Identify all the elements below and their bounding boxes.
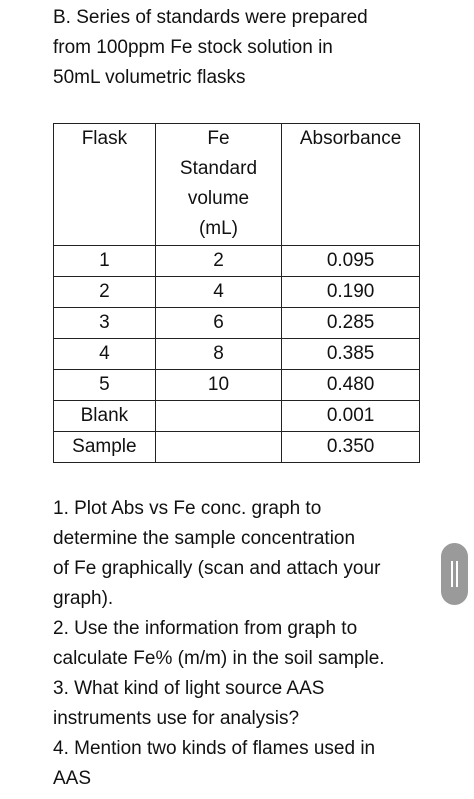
cell-text: 1	[99, 250, 110, 271]
cell-text: Sample	[72, 436, 137, 457]
table-cell: 0.095	[281, 245, 420, 277]
header-text: Standard	[179, 158, 258, 179]
header-cell: Absorbance	[281, 123, 420, 246]
table-cell: 0.001	[281, 400, 420, 432]
cell-text: 0.480	[326, 374, 375, 395]
cell-text: 0.285	[326, 312, 375, 333]
question-line: 3. What kind of light source AAS	[53, 678, 325, 699]
intro-line: B. Series of standards were prepared	[53, 7, 368, 28]
header-cell: Fe Standard volume (mL)	[154, 123, 283, 246]
question-line: 1. Plot Abs vs Fe conc. graph to	[53, 498, 322, 519]
cell-text: Blank	[80, 405, 129, 426]
question-line: graph).	[53, 588, 114, 609]
table-cell: 0.480	[281, 369, 420, 401]
table-cell: 0.385	[281, 338, 420, 370]
table-cell: 4	[154, 276, 283, 308]
cell-text: 0.385	[326, 343, 375, 364]
cell-text: 6	[213, 312, 224, 333]
question-line: 4. Mention two kinds of flames used in	[53, 738, 376, 759]
cell-text: 2	[99, 281, 110, 302]
cell-text: 4	[213, 281, 224, 302]
table-cell: 4	[53, 338, 156, 370]
question-line: of Fe graphically (scan and attach your	[53, 558, 381, 579]
cell-text: 2	[213, 250, 224, 271]
table-cell: 0.350	[281, 431, 420, 463]
cell-text: 8	[213, 343, 224, 364]
question-line: instruments use for analysis?	[53, 708, 300, 729]
cell-text: 0.001	[326, 405, 375, 426]
question-line: 2. Use the information from graph to	[53, 618, 358, 639]
table-cell: 3	[53, 307, 156, 339]
table-cell: 1	[53, 245, 156, 277]
table-row: 1 2 0.095	[53, 245, 420, 277]
table-row: Sample 0.350	[53, 431, 420, 463]
table-cell: 0.190	[281, 276, 420, 308]
header-text: Absorbance	[299, 128, 402, 149]
header-row: Flask Fe Standard volume (mL) Absorbance	[53, 123, 420, 246]
header-text: (mL)	[198, 218, 238, 239]
table-cell: 10	[154, 369, 283, 401]
header-cell: Flask	[53, 123, 156, 246]
table-cell: 5	[53, 369, 156, 401]
header-text: Flask	[81, 128, 128, 149]
cell-text: 0.350	[326, 436, 375, 457]
table-row: Blank 0.001	[53, 400, 420, 432]
table-cell: Sample	[53, 431, 156, 463]
table-cell: 6	[154, 307, 283, 339]
cell-text: 3	[99, 312, 110, 333]
data-table: Flask Fe Standard volume (mL) Absorbance 1 2 0.0…	[53, 123, 420, 463]
question-line: determine the sample concentration	[53, 528, 356, 549]
cell-text: 0.095	[326, 250, 375, 271]
cell-text: 0.190	[326, 281, 375, 302]
table-cell	[154, 431, 283, 463]
table-row: 5 10 0.480	[53, 369, 420, 401]
cell-text: 5	[99, 374, 110, 395]
table-cell: 2	[53, 276, 156, 308]
intro-line: from 100ppm Fe stock solution in	[53, 37, 333, 58]
table-cell: 8	[154, 338, 283, 370]
cell-text: 10	[207, 374, 230, 395]
header-text: Fe	[207, 128, 230, 149]
table-row: 2 4 0.190	[53, 276, 420, 308]
table-cell: 2	[154, 245, 283, 277]
table-row: 3 6 0.285	[53, 307, 420, 339]
table-cell: 0.285	[281, 307, 420, 339]
table-cell: Blank	[53, 400, 156, 432]
question-line: AAS	[53, 768, 92, 789]
header-text: volume	[187, 188, 250, 209]
intro-line: 50mL volumetric flasks	[53, 67, 246, 88]
table-cell	[154, 400, 283, 432]
question-line: calculate Fe% (m/m) in the soil sample.	[53, 648, 385, 669]
cell-text: 4	[99, 343, 110, 364]
scroll-handle[interactable]	[441, 543, 468, 605]
table-row: 4 8 0.385	[53, 338, 420, 370]
